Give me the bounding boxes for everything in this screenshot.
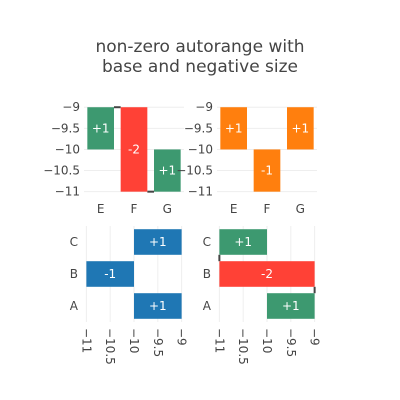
bar-label-F: -1 <box>261 164 273 178</box>
subplot-3: −11 −10.5 −10 −9.5 −9 +1 A -1 B +1 C <box>70 226 189 365</box>
y-tick-label: −10 <box>188 142 213 156</box>
x-tick-label: −9.5 <box>151 328 165 357</box>
x-tick-label: −9 <box>308 328 322 346</box>
y-tick-label: A <box>70 299 79 313</box>
x-tick-label: −11 <box>79 328 93 353</box>
bar-F <box>120 107 148 192</box>
bar-label-A: +1 <box>149 299 167 313</box>
x-tick-label: E <box>230 202 238 216</box>
subplot-4: −11 −10.5 −10 −9.5 −9 +1 A -2 B +1 C <box>203 226 322 365</box>
x-tick-label: −10.5 <box>103 328 117 365</box>
y-tick-label: −11 <box>55 185 80 199</box>
y-tick-label: A <box>203 299 212 313</box>
subplot-1: −9 −9.5 −10 −10.5 −11 +1 E -2 F +1 G <box>43 100 184 216</box>
bar-label-C: +1 <box>149 235 167 249</box>
y-tick-label: −11 <box>188 185 213 199</box>
bar-label-C: +1 <box>234 235 252 249</box>
x-tick-label: −9.5 <box>284 328 298 357</box>
bar-C <box>219 229 267 255</box>
bar-B <box>219 261 315 287</box>
y-tick-label: B <box>203 267 211 281</box>
bar-label-B: -2 <box>261 267 273 281</box>
bar-F <box>253 149 281 192</box>
y-tick-label: −9 <box>195 100 213 114</box>
bar-label-G: +1 <box>158 164 176 178</box>
bar-label-G: +1 <box>291 121 309 135</box>
y-tick-label: −9 <box>62 100 80 114</box>
bar-label-E: +1 <box>225 121 243 135</box>
x-tick-label: F <box>264 202 271 216</box>
bar-label-F: -2 <box>128 142 140 156</box>
subplot-2: −9 −9.5 −10 −10.5 −11 +1 E -1 F +1 G <box>176 100 317 216</box>
x-tick-label: −9 <box>175 328 189 346</box>
subplots: −9 −9.5 −10 −10.5 −11 +1 E -2 F +1 G −9 −9.5 −10 −10.5… <box>43 100 321 365</box>
x-tick-label: E <box>97 202 105 216</box>
x-tick-label: −11 <box>212 328 226 353</box>
bar-E <box>220 107 247 150</box>
bar-G <box>154 149 181 192</box>
y-tick-label: −9.5 <box>51 121 80 135</box>
bar-G <box>287 107 314 150</box>
y-tick-label: −10 <box>55 142 80 156</box>
x-tick-label: G <box>296 202 305 216</box>
x-tick-label: G <box>163 202 172 216</box>
y-tick-label: B <box>70 267 78 281</box>
bar-label-B: -1 <box>104 267 116 281</box>
bar-A <box>267 293 315 319</box>
chart-title-line-2: base and negative size <box>102 57 298 77</box>
x-tick-label: F <box>131 202 138 216</box>
x-tick-label: −10 <box>260 328 274 353</box>
bar-C <box>134 229 182 255</box>
x-tick-label: −10.5 <box>236 328 250 365</box>
x-tick-label: −10 <box>127 328 141 353</box>
chart-title-line-1: non-zero autorange with <box>95 37 304 57</box>
bar-E <box>87 107 114 150</box>
bar-A <box>134 293 182 319</box>
bar-label-E: +1 <box>92 121 110 135</box>
y-tick-label: −9.5 <box>184 121 213 135</box>
y-tick-label: −10.5 <box>176 164 213 178</box>
y-tick-label: −10.5 <box>43 164 80 178</box>
y-tick-label: C <box>203 235 211 249</box>
bar-B <box>86 261 134 287</box>
y-tick-label: C <box>70 235 78 249</box>
bar-label-A: +1 <box>282 299 300 313</box>
